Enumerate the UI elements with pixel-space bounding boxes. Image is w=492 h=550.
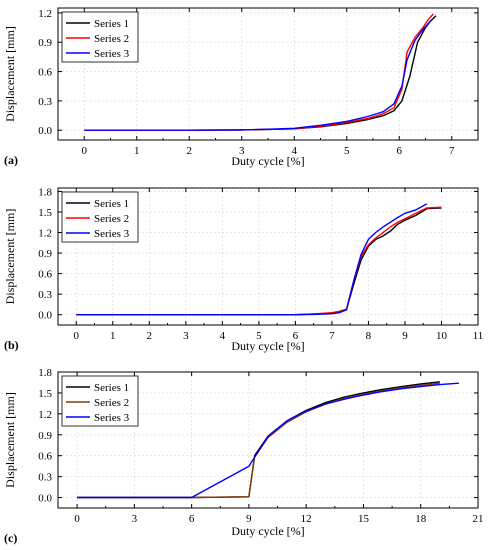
x-tick-label: 7: [329, 330, 335, 342]
series-line-3: [77, 382, 459, 499]
panel-label: (b): [4, 338, 19, 352]
y-axis-label: Displacement [mm]: [3, 209, 17, 305]
y-tick-label: 1.8: [38, 367, 52, 379]
series-line-3: [84, 20, 432, 131]
chart-panel-2: 0 1 2 3 4 5 6 7 8 9 10 11 0.0 0.3 0.6 0.9 1.2 1.5 1.8 Duty …: [3, 186, 483, 353]
x-tick-label: 5: [256, 330, 262, 342]
x-axis-label: Duty cycle [%]: [231, 154, 304, 168]
legend-entry: Series 3: [94, 412, 130, 424]
x-tick-label: 6: [397, 145, 403, 157]
legend-entry: Series 2: [94, 397, 129, 409]
x-tick-label: 5: [344, 145, 350, 157]
panel-label: (c): [4, 531, 17, 545]
y-tick-label: 1.2: [38, 8, 52, 20]
y-tick-label: 1.5: [38, 207, 52, 219]
y-tick-label: 1.5: [38, 388, 52, 400]
y-tick-label: 0.6: [38, 67, 52, 79]
x-tick-label: 0: [74, 513, 80, 525]
y-tick-label: 0.3: [38, 289, 52, 301]
y-tick-label: 0.9: [38, 430, 52, 442]
y-tick-label: 0.6: [38, 269, 52, 281]
y-tick-label: 1.8: [38, 186, 52, 198]
chart-panel-1: 0 1 2 3 4 5 6 7 0.0 0.3 0.6 0.9 1.2 Duty cycle [%] Dis…: [3, 7, 479, 168]
y-tick-label: 0.0: [38, 125, 52, 137]
y-tick-label: 0.0: [38, 493, 52, 505]
x-tick-label: 3: [239, 145, 245, 157]
x-tick-label: 2: [187, 145, 193, 157]
x-tick-label: 1: [134, 145, 140, 157]
legend-entry: Series 1: [94, 382, 129, 394]
panel-label: (a): [4, 153, 18, 167]
legend-entry: Series 2: [94, 213, 129, 225]
legend-entry: Series 1: [94, 18, 129, 30]
y-tick-label: 0.9: [38, 37, 52, 49]
y-axis-label: Displacement [mm]: [3, 392, 17, 488]
x-tick-label: 3: [183, 330, 189, 342]
y-tick-label: 0.6: [38, 451, 52, 463]
y-axis-label: Displacement [mm]: [3, 26, 17, 122]
x-axis-label: Duty cycle [%]: [231, 339, 304, 353]
x-tick-label: 11: [473, 330, 484, 342]
x-tick-label: 1: [110, 330, 116, 342]
plot-frame: [57, 371, 479, 509]
y-tick-label: 0.0: [38, 310, 52, 322]
x-tick-label: 6: [293, 330, 299, 342]
legend-entry: Series 1: [94, 198, 129, 210]
y-tick-label: 1.2: [38, 228, 52, 240]
x-tick-label: 9: [246, 513, 252, 525]
x-tick-label: 12: [301, 513, 312, 525]
legend: Series 1 Series 2 Series 3: [61, 11, 139, 63]
y-tick-label: 0.3: [38, 96, 52, 108]
x-tick-label: 4: [220, 330, 226, 342]
chart-panel-3: 0 3 6 9 12 15 18 21 0.0 0.3 0.6 0.9 1.2 1.5 1.8 Duty cy…: [3, 367, 484, 545]
x-tick-label: 18: [415, 513, 427, 525]
x-tick-label: 7: [449, 145, 455, 157]
legend-entry: Series 3: [94, 48, 130, 60]
x-tick-label: 0: [74, 330, 80, 342]
x-axis-label: Duty cycle [%]: [231, 524, 304, 538]
series-line-3: [76, 203, 428, 316]
x-tick-label: 10: [436, 330, 448, 342]
x-tick-label: 21: [473, 513, 484, 525]
x-tick-label: 15: [358, 513, 370, 525]
x-tick-label: 0: [82, 145, 88, 157]
x-tick-label: 2: [147, 330, 153, 342]
y-tick-label: 1.2: [38, 409, 52, 421]
y-tick-label: 0.9: [38, 248, 52, 260]
x-tick-label: 3: [132, 513, 138, 525]
x-tick-label: 6: [189, 513, 195, 525]
y-tick-label: 0.3: [38, 472, 52, 484]
legend: Series 1 Series 2 Series 3: [61, 375, 139, 427]
x-tick-label: 9: [402, 330, 408, 342]
plot-frame: [57, 187, 479, 326]
x-tick-label: 4: [292, 145, 298, 157]
x-tick-label: 8: [366, 330, 372, 342]
legend-entry: Series 2: [94, 33, 129, 45]
legend-entry: Series 3: [94, 228, 130, 240]
legend: Series 1 Series 2 Series 3: [61, 191, 139, 243]
